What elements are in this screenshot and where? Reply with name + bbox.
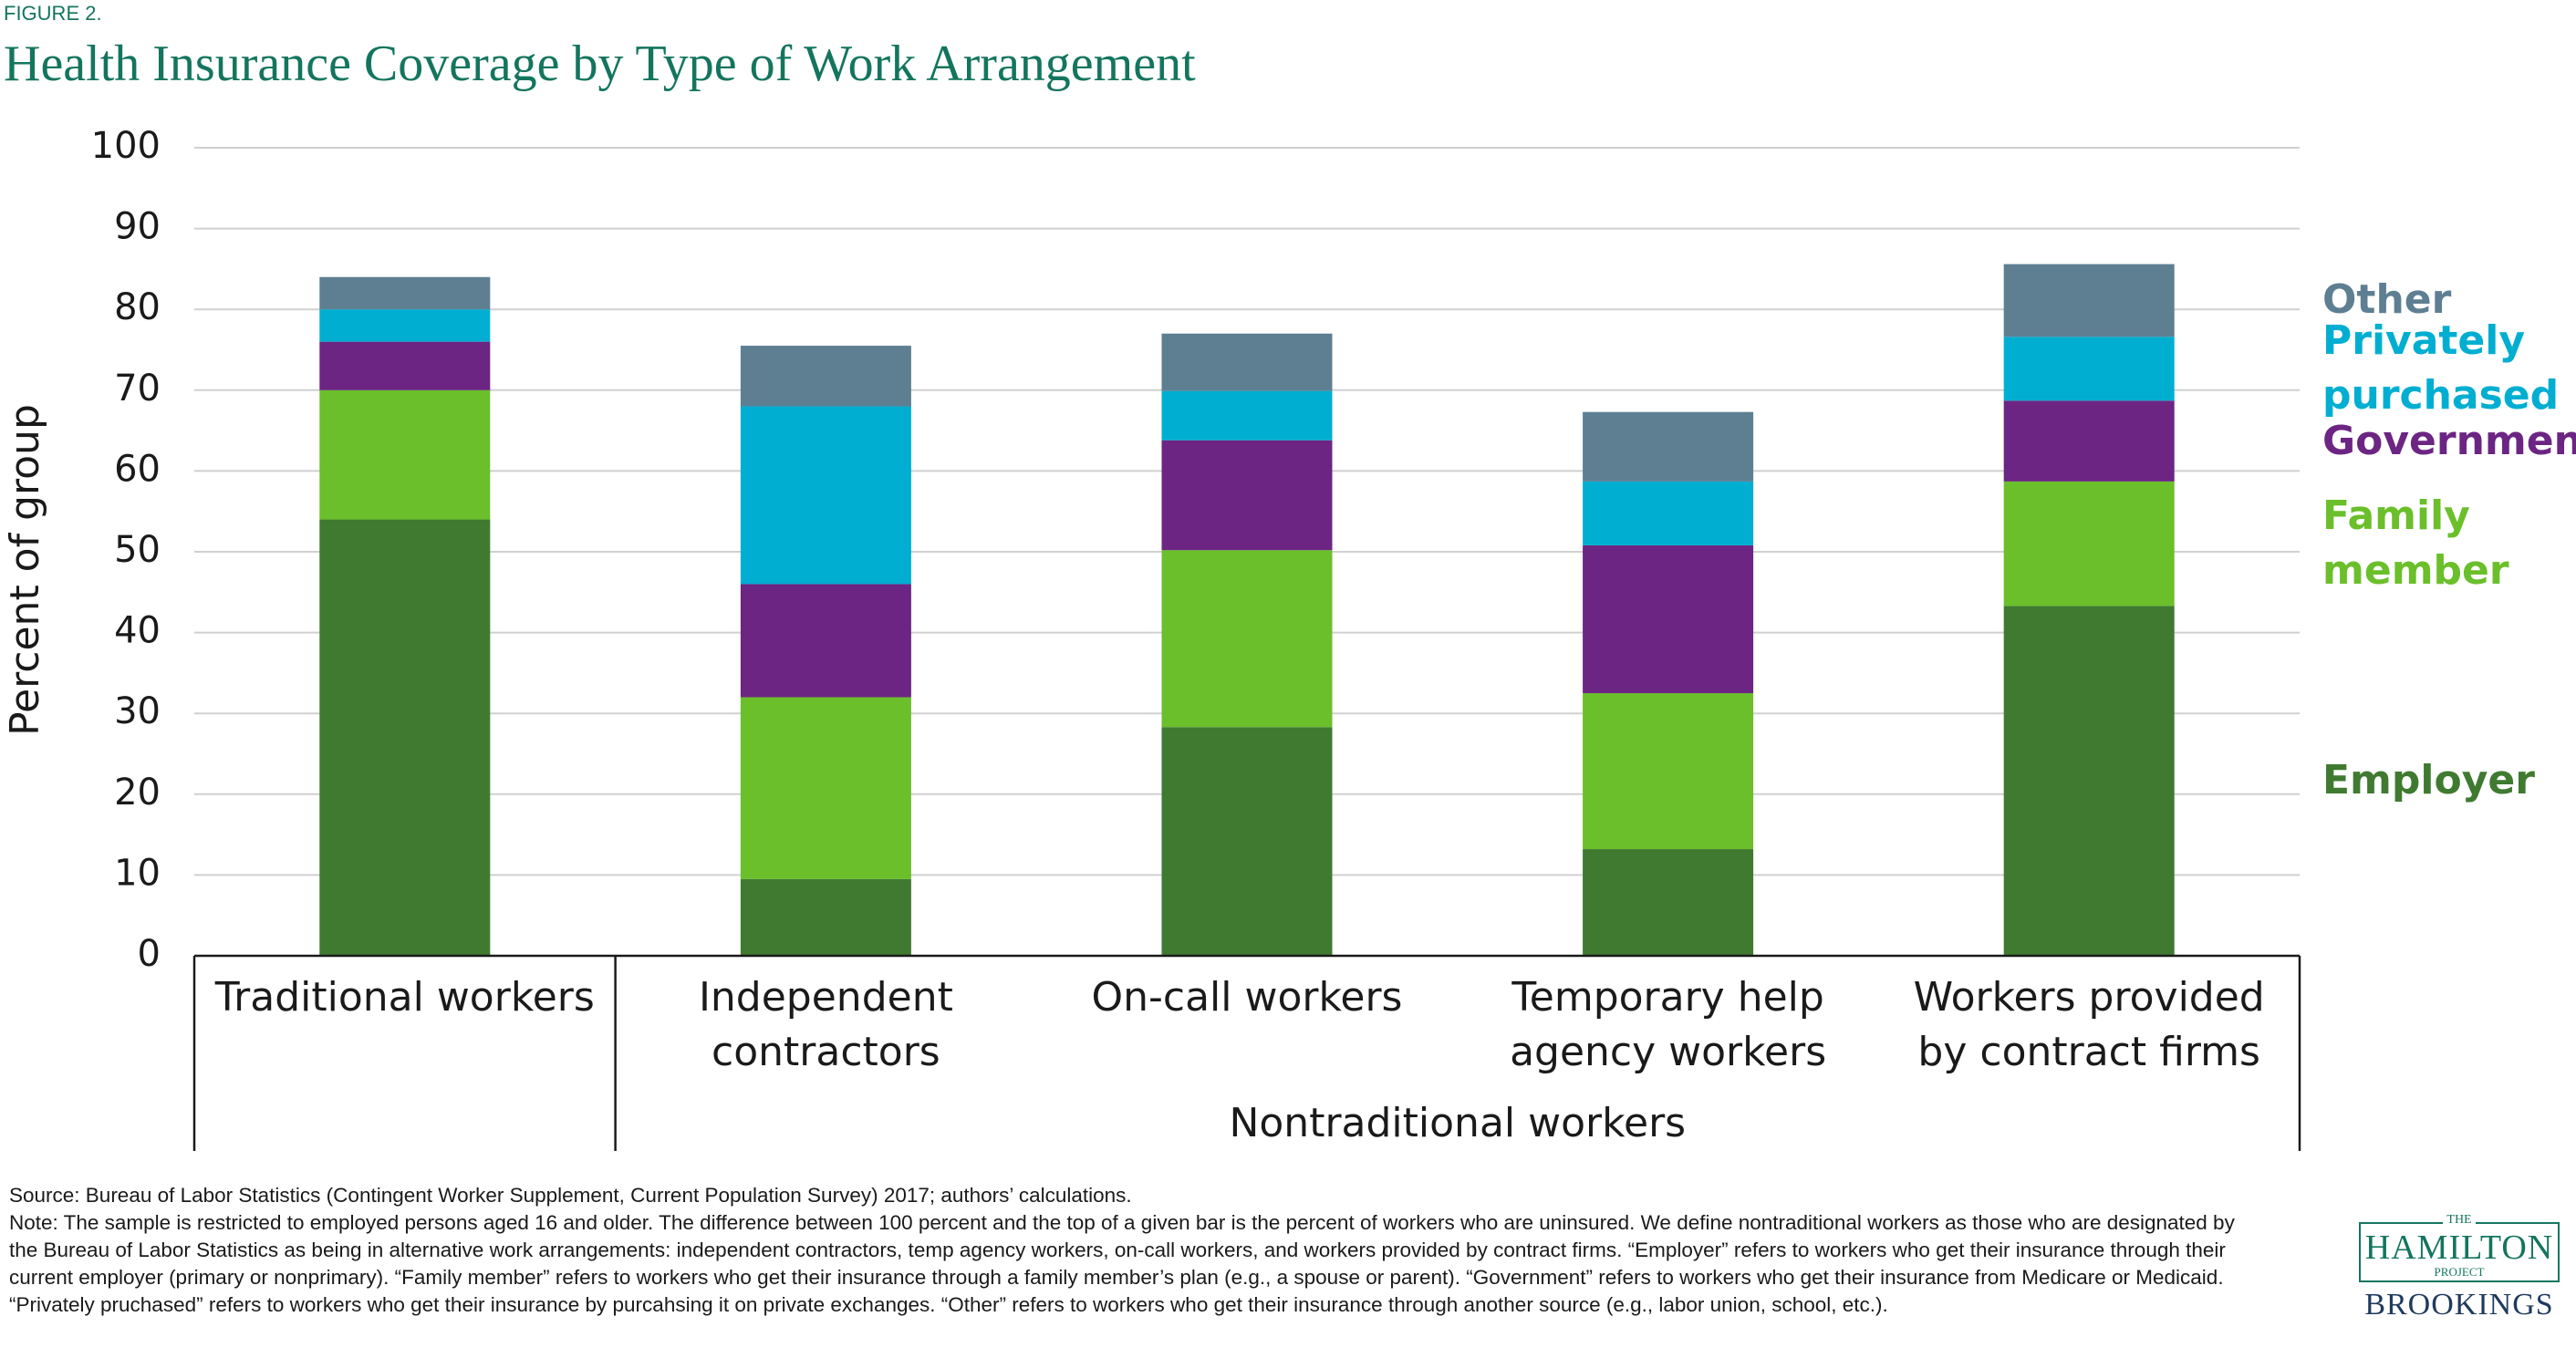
bar-segment [2003, 264, 2175, 337]
bar-segment [2003, 400, 2175, 482]
bar-segment [740, 406, 911, 585]
y-tick-label: 80 [114, 286, 161, 328]
bar-segment [740, 697, 911, 879]
group-label: Nontraditional workers [1229, 1100, 1687, 1146]
y-tick-label: 90 [114, 206, 161, 248]
logo-the: THE [2361, 1213, 2558, 1228]
x-tick-label: Temporary help agency workers [1510, 974, 1827, 1075]
logo-the-text: THE [2443, 1213, 2476, 1227]
x-tick-label: Workers provided by contract firms [1913, 974, 2265, 1075]
y-tick-label: 0 [138, 933, 161, 975]
legend-label: Privately purchased [2322, 317, 2560, 420]
bar-segment [319, 341, 491, 390]
bar-segment [2003, 337, 2175, 401]
bar-segment [740, 878, 911, 956]
y-tick-label: 50 [114, 529, 161, 571]
y-tick-label: 30 [114, 690, 161, 732]
bar-segment [1583, 849, 1754, 956]
bar-segment [1583, 411, 1754, 482]
x-tick-label: On-call workers [1091, 974, 1403, 1021]
logo: THE HAMILTON PROJECT BROOKINGS [2359, 1213, 2560, 1322]
logo-name: HAMILTON [2364, 1228, 2554, 1267]
bar-segment [2003, 481, 2175, 606]
bar-segment [1583, 693, 1754, 850]
legend-label: Other [2322, 276, 2452, 324]
bar-segment [1161, 390, 1333, 441]
bar-segment [1161, 550, 1333, 728]
source-notes: Source: Bureau of Labor Statistics (Cont… [9, 1182, 2235, 1319]
y-tick-label: 40 [114, 610, 161, 652]
legend-label: Government [2322, 417, 2576, 464]
logo-box: THE HAMILTON PROJECT [2359, 1213, 2560, 1282]
note: Note: The sample is restricted to employ… [9, 1211, 2235, 1316]
x-tick-label: Traditional workers [214, 974, 595, 1021]
bar-segment [319, 389, 491, 520]
legend-label: Employer [2322, 757, 2535, 804]
bar-segment [319, 309, 491, 342]
logo-sub: PROJECT [2434, 1265, 2485, 1279]
bar-segment [1583, 544, 1754, 694]
source: Source: Bureau of Labor Statistics (Cont… [9, 1184, 1132, 1207]
legend-label: Family member [2322, 492, 2509, 595]
bar-segment [1583, 481, 1754, 545]
logo-org: BROOKINGS [2364, 1288, 2554, 1322]
x-tick-label: Independent contractors [698, 974, 953, 1075]
bar-segment [1161, 333, 1333, 391]
y-axis-label: Percent of group [2, 404, 48, 736]
figure-label: FIGURE 2. [4, 2, 102, 25]
bar-segment [319, 276, 491, 310]
y-tick-label: 100 [91, 125, 161, 167]
chart-title: Health Insurance Coverage by Type of Wor… [4, 36, 1196, 92]
y-tick-label: 20 [114, 772, 161, 814]
bar-segment [1161, 727, 1333, 956]
bar-segment [319, 519, 491, 956]
bar-segment [740, 584, 911, 698]
bar-segment [740, 346, 911, 407]
y-tick-label: 70 [114, 368, 161, 409]
y-tick-label: 60 [114, 448, 161, 490]
bar-segment [1161, 440, 1333, 551]
y-tick-label: 10 [114, 852, 161, 894]
bar-segment [2003, 606, 2175, 956]
